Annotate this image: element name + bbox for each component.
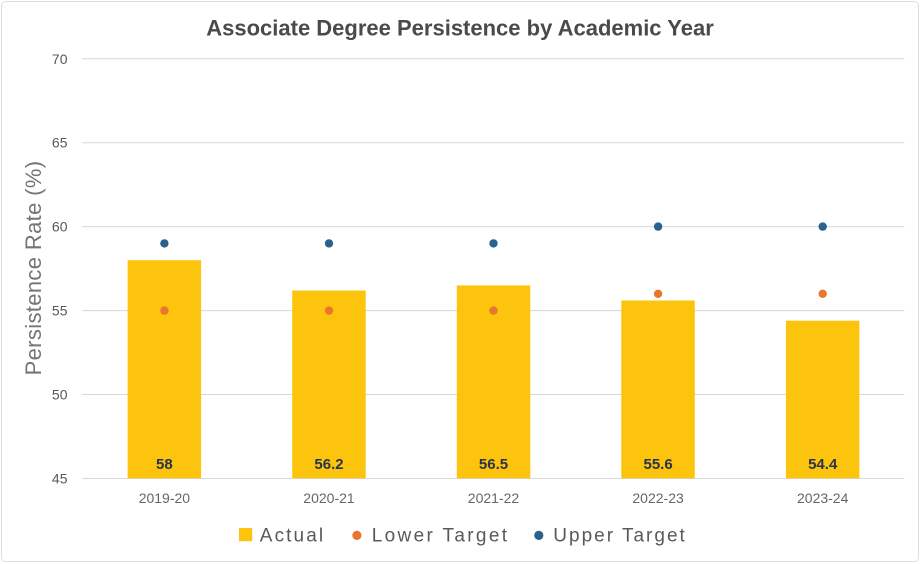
svg-text:56.5: 56.5 bbox=[479, 456, 508, 473]
svg-text:54.4: 54.4 bbox=[808, 456, 838, 473]
svg-text:2022-23: 2022-23 bbox=[632, 490, 684, 506]
svg-text:60: 60 bbox=[52, 219, 68, 235]
svg-text:Lower Target: Lower Target bbox=[372, 525, 510, 546]
svg-text:2021-22: 2021-22 bbox=[468, 490, 520, 506]
svg-text:2020-21: 2020-21 bbox=[303, 490, 355, 506]
svg-text:50: 50 bbox=[52, 387, 68, 403]
svg-text:58: 58 bbox=[156, 456, 173, 473]
svg-text:55: 55 bbox=[52, 303, 68, 319]
svg-text:Associate Degree Persistence b: Associate Degree Persistence by Academic… bbox=[206, 16, 714, 41]
svg-text:56.2: 56.2 bbox=[314, 456, 343, 473]
svg-text:55.6: 55.6 bbox=[643, 456, 672, 473]
svg-text:Persistence Rate (%): Persistence Rate (%) bbox=[21, 161, 46, 376]
svg-text:65: 65 bbox=[52, 135, 68, 151]
svg-text:2019-20: 2019-20 bbox=[139, 490, 191, 506]
svg-text:45: 45 bbox=[52, 471, 68, 487]
svg-text:2023-24: 2023-24 bbox=[797, 490, 849, 506]
svg-text:Upper Target: Upper Target bbox=[553, 525, 687, 546]
svg-text:70: 70 bbox=[52, 51, 68, 67]
svg-text:Actual: Actual bbox=[260, 525, 325, 546]
